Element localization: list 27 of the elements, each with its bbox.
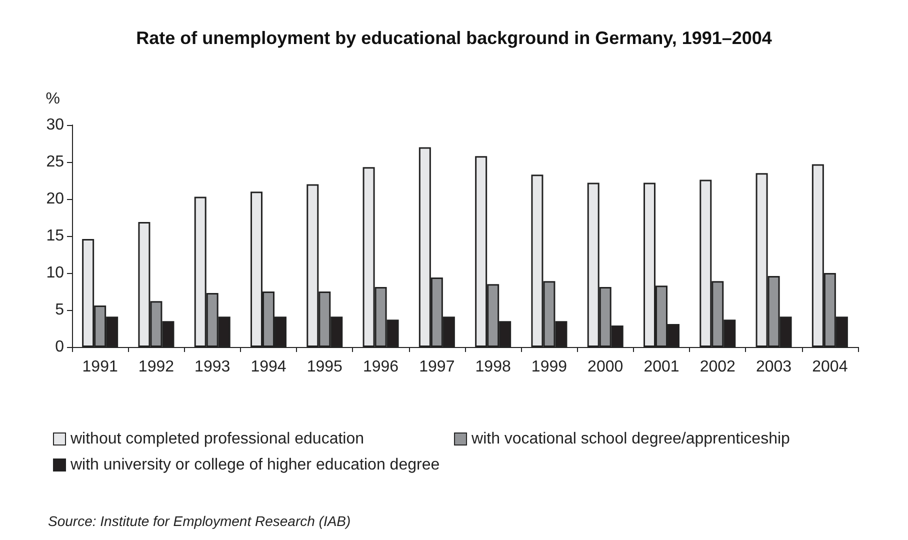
y-tick-label: 30	[46, 116, 64, 134]
x-tick-label: 2001	[644, 358, 680, 376]
x-tick-label: 1992	[138, 358, 174, 376]
x-tick-label: 1993	[194, 358, 230, 376]
x-tick-label: 1991	[82, 358, 118, 376]
x-tick-label: 1998	[475, 358, 511, 376]
legend-label: with university or college of higher education degree	[70, 456, 440, 474]
y-tick-label: 0	[55, 338, 64, 356]
x-tick-label: 2000	[588, 358, 624, 376]
chart-title: Rate of unemployment by educational background in Germany, 1991–2004	[136, 28, 772, 48]
y-tick-label: 15	[46, 228, 64, 244]
legend-label: without completed professional education	[70, 430, 364, 448]
y-tick-label: 25	[46, 154, 64, 170]
x-tick-label: 2003	[756, 358, 792, 376]
x-tick-label: 1997	[419, 358, 455, 376]
source-note: Source: Institute for Employment Research (IAB)	[48, 513, 351, 529]
legend-label: with vocational school degree/apprenticeship	[470, 430, 790, 448]
x-tick-label: 2002	[700, 358, 736, 376]
y-tick-label: 10	[46, 264, 64, 282]
x-tick-label: 1995	[306, 358, 343, 376]
y-tick-label: 20	[46, 190, 64, 208]
x-tick-label: 1999	[531, 358, 568, 376]
y-axis-title: %	[46, 90, 60, 108]
y-tick-label: 5	[55, 302, 64, 318]
x-tick-label: 1994	[250, 358, 286, 376]
x-tick-label: 1996	[362, 358, 399, 376]
x-tick-label: 2004	[812, 358, 848, 376]
